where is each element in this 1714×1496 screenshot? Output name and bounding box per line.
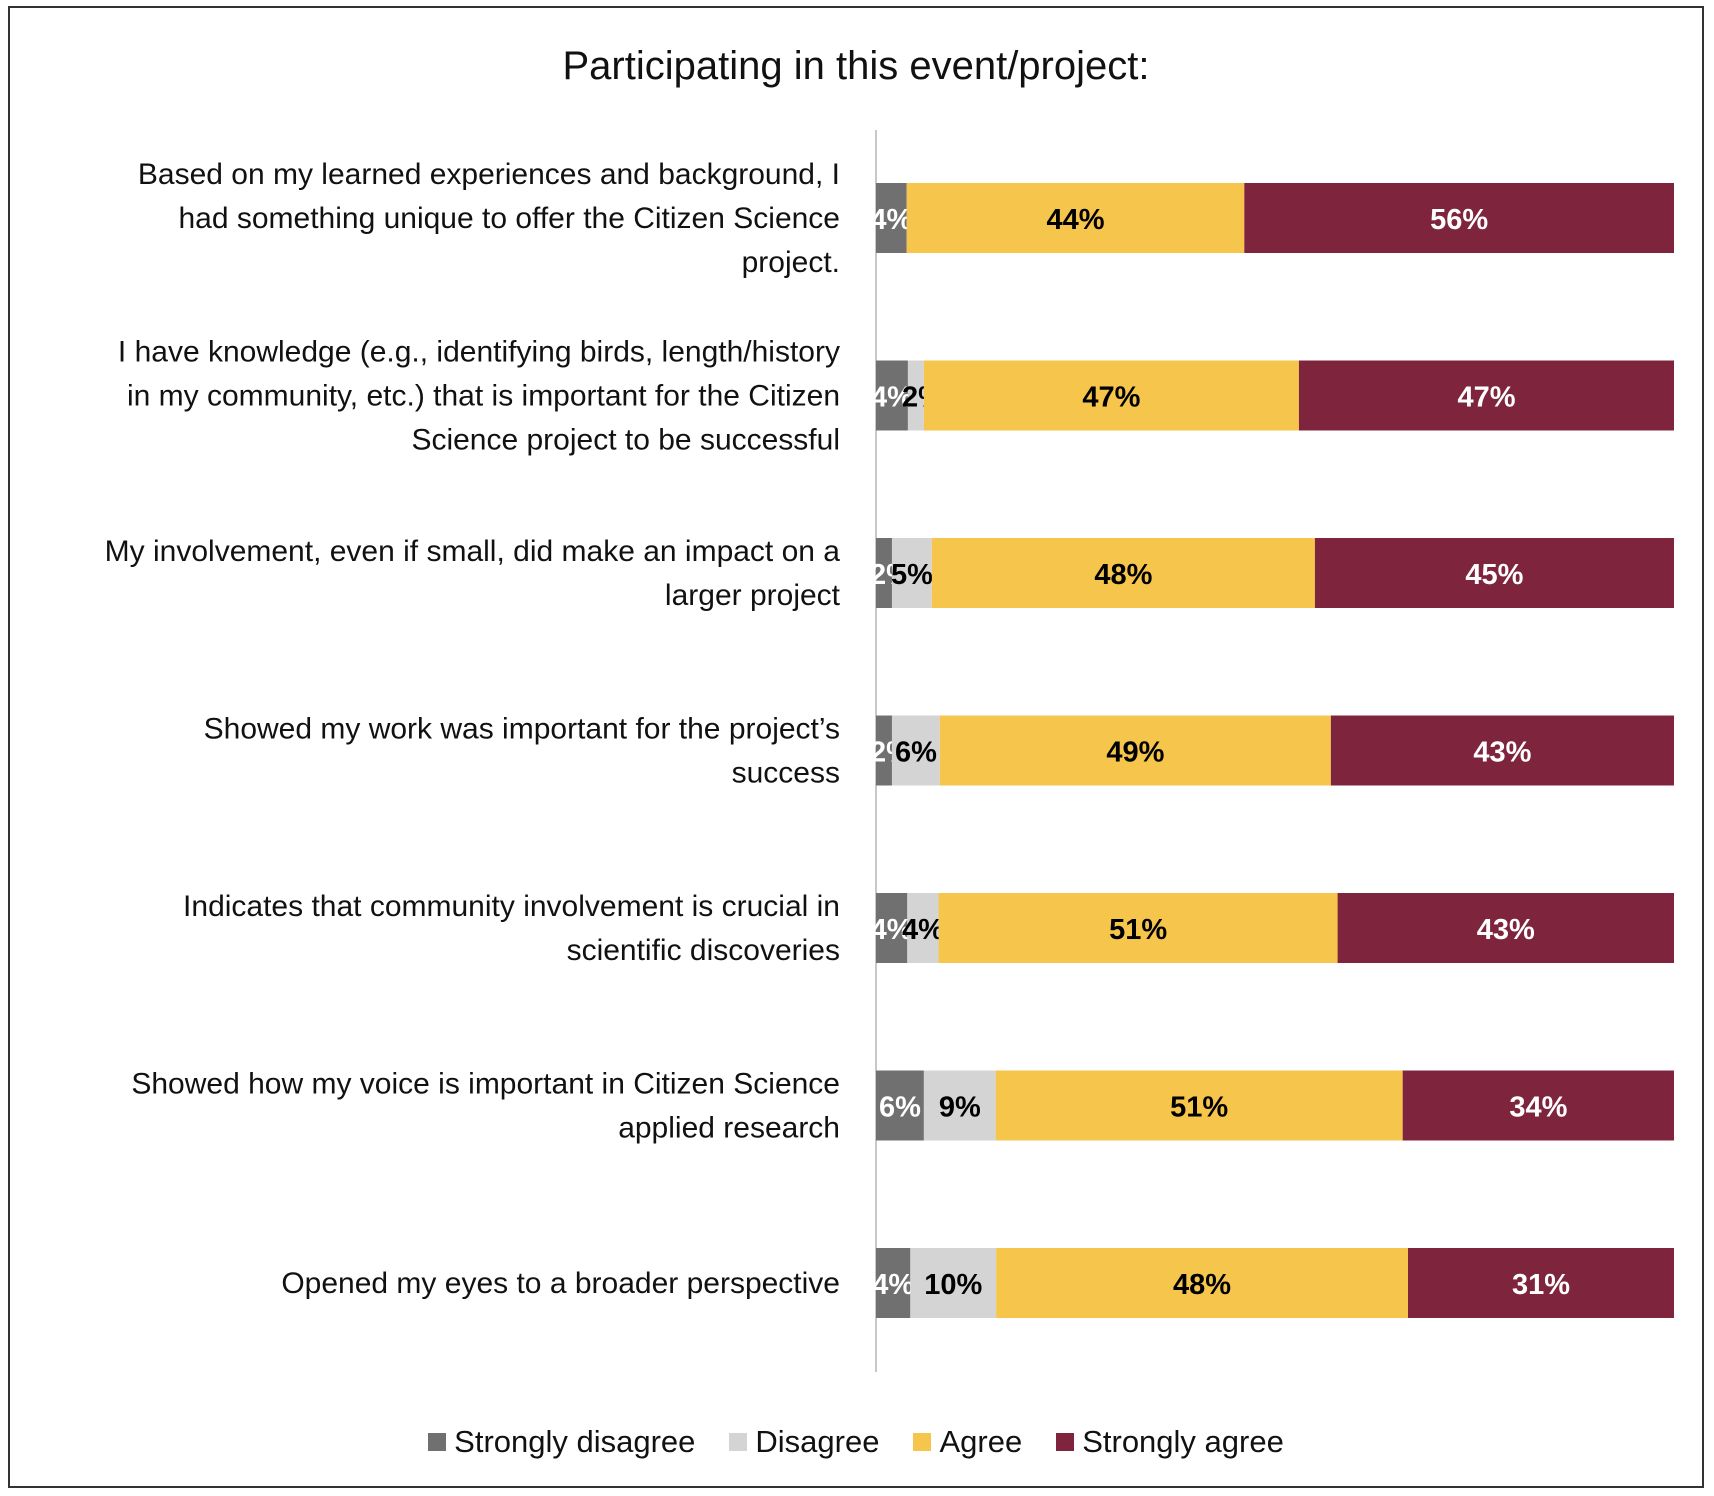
data-label: 5% <box>891 559 933 591</box>
category-label-line: Showed how my voice is important in Citi… <box>131 1068 840 1101</box>
bar-segment <box>1337 893 1674 963</box>
data-label: 6% <box>895 737 937 769</box>
bar-segment <box>876 183 907 253</box>
category-label: Showed my work was important for the pro… <box>204 713 840 790</box>
category-label-line: success <box>732 757 840 790</box>
legend-label: Agree <box>939 1424 1023 1459</box>
data-label: 48% <box>1173 1269 1231 1301</box>
data-label: 48% <box>1094 559 1152 591</box>
bar-segment <box>1408 1248 1674 1318</box>
data-label: 4% <box>870 204 912 236</box>
data-label: 4% <box>871 382 913 414</box>
data-label: 51% <box>1109 914 1167 946</box>
data-label: 10% <box>924 1269 982 1301</box>
bar-segment <box>876 360 908 431</box>
category-label-line: Showed my work was important for the pro… <box>204 713 840 746</box>
legend-swatch <box>729 1433 748 1451</box>
data-label: 43% <box>1477 914 1535 946</box>
category-label-line: larger project <box>665 579 841 612</box>
legend-label: Disagree <box>755 1424 880 1459</box>
category-label-line: I have knowledge (e.g., identifying bird… <box>118 336 840 369</box>
data-label: 49% <box>1106 737 1164 769</box>
category-label: Indicates that community involvement is … <box>183 890 840 967</box>
bar-segment <box>1330 715 1674 786</box>
legend-label: Strongly disagree <box>454 1424 696 1459</box>
category-label-line: applied research <box>618 1112 840 1145</box>
data-label: 31% <box>1512 1269 1570 1301</box>
category-label: I have knowledge (e.g., identifying bird… <box>118 336 840 457</box>
bar-segment <box>995 1070 1403 1141</box>
category-label-line: project. <box>742 246 840 279</box>
category-label-line: My involvement, even if small, did make … <box>105 535 841 568</box>
legend-swatch <box>913 1433 932 1451</box>
data-label: 4% <box>872 1269 914 1301</box>
data-label: 47% <box>1082 382 1140 414</box>
legend-item: Strongly agree <box>1056 1424 1284 1460</box>
data-label: 56% <box>1430 204 1488 236</box>
data-label: 4% <box>902 914 944 946</box>
bar-segment <box>1314 538 1674 608</box>
bar-segment <box>891 715 940 786</box>
category-label-line: Indicates that community involvement is … <box>183 890 840 923</box>
data-label: 9% <box>939 1092 981 1124</box>
bar-segment <box>876 1070 924 1141</box>
bar-segment <box>923 1070 996 1141</box>
data-label: 44% <box>1046 204 1104 236</box>
bar-segment <box>907 360 924 431</box>
category-label-line: scientific discoveries <box>567 934 840 967</box>
category-label-line: Science project to be successful <box>411 424 840 457</box>
category-label-line: in my community, etc.) that is important… <box>127 380 840 413</box>
bar-segment <box>1298 360 1674 431</box>
bar-segment <box>996 1248 1408 1318</box>
data-label: 45% <box>1465 559 1523 591</box>
bar-segment <box>891 538 932 608</box>
legend-item: Agree <box>913 1424 1022 1460</box>
bar-segment <box>907 893 939 963</box>
bar-segment <box>938 893 1338 963</box>
data-label: 47% <box>1457 382 1515 414</box>
bar-segment <box>910 1248 997 1318</box>
category-label: Based on my learned experiences and back… <box>138 158 840 279</box>
data-label: 34% <box>1509 1092 1567 1124</box>
legend-item: Disagree <box>729 1424 879 1460</box>
legend-item: Strongly disagree <box>428 1424 695 1460</box>
bar-segment <box>876 1248 911 1318</box>
category-label: My involvement, even if small, did make … <box>105 535 841 612</box>
bar-segment <box>1244 183 1674 253</box>
chart-frame: Participating in this event/project: Bas… <box>8 6 1704 1488</box>
category-label-line: Opened my eyes to a broader perspective <box>281 1267 840 1300</box>
category-label: Opened my eyes to a broader perspective <box>281 1267 840 1300</box>
category-label: Showed how my voice is important in Citi… <box>131 1068 840 1145</box>
legend-swatch <box>428 1433 447 1451</box>
data-label: 6% <box>879 1092 921 1124</box>
data-label: 51% <box>1170 1092 1228 1124</box>
bar-segment <box>876 715 892 786</box>
bar-segment <box>1402 1070 1674 1141</box>
chart-legend: Strongly disagree Disagree Agree Strongly a… <box>10 1424 1702 1460</box>
legend-label: Strongly agree <box>1082 1424 1284 1459</box>
bar-segment <box>939 715 1331 786</box>
chart-title: Participating in this event/project: <box>562 44 1150 88</box>
bar-segment <box>876 538 892 608</box>
category-label-line: Based on my learned experiences and back… <box>138 158 840 191</box>
chart-plot: Based on my learned experiences and back… <box>105 130 1674 1372</box>
data-label: 43% <box>1473 737 1531 769</box>
bar-segment <box>931 538 1315 608</box>
data-label: 4% <box>871 914 913 946</box>
bar-segment <box>906 183 1245 253</box>
legend-swatch <box>1056 1433 1075 1451</box>
category-label-line: had something unique to offer the Citize… <box>178 202 840 235</box>
bar-segment <box>876 893 908 963</box>
bar-segment <box>923 360 1299 431</box>
